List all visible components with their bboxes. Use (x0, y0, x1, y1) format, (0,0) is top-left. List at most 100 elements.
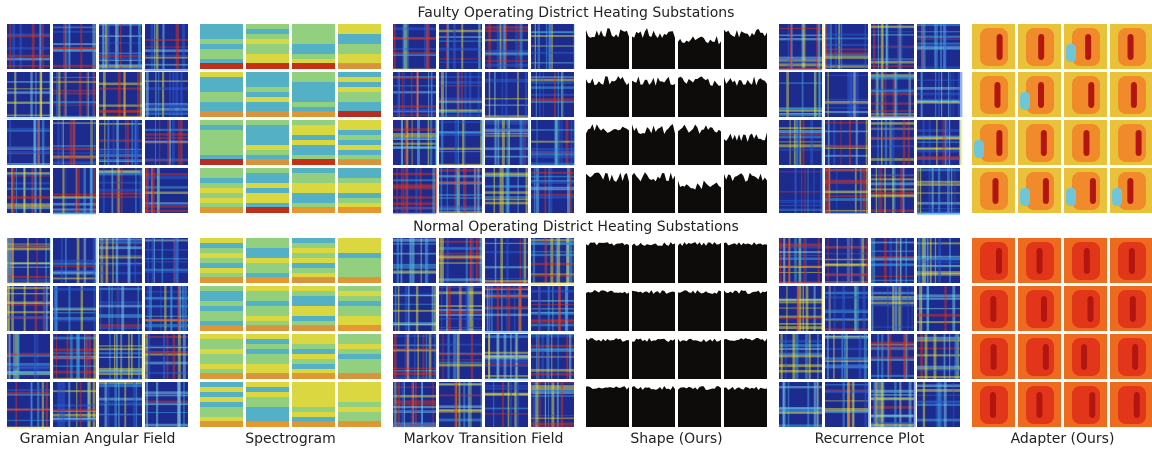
thumb-line (455, 120, 457, 165)
thumb-line (393, 213, 436, 215)
thumb-line (53, 211, 96, 212)
thumb-band (200, 44, 243, 49)
thumb-line (842, 286, 845, 331)
thumb-band (246, 72, 289, 77)
thumb-line (65, 24, 67, 69)
thumb-band (292, 286, 335, 291)
thumbnail (531, 24, 574, 69)
thumb-line (99, 288, 142, 290)
thumb-line (825, 131, 868, 133)
thumb-line (393, 143, 436, 145)
thumb-line (7, 151, 50, 154)
thumb-line (99, 104, 142, 106)
thumb-band (200, 72, 243, 77)
thumb-line (536, 72, 537, 117)
thumb-band (338, 412, 381, 417)
thumb-bg (393, 120, 436, 165)
thumb-line (485, 335, 528, 338)
thumb-band (338, 111, 381, 117)
thumb-line (99, 327, 142, 329)
thumb-line (485, 287, 528, 289)
thumb-line (917, 321, 960, 323)
column-label: Spectrogram (245, 431, 335, 447)
thumbnail (871, 238, 914, 283)
shape-silhouette (678, 242, 721, 283)
thumb-line (875, 382, 877, 427)
thumb-line (796, 120, 798, 165)
thumb-line (425, 238, 426, 283)
thumbnail (779, 286, 823, 331)
thumb-line (854, 286, 856, 331)
thumb-line (917, 93, 960, 96)
thumb-blob (992, 178, 998, 204)
thumb-band (246, 339, 289, 344)
thumb-line (531, 274, 574, 276)
thumb-line (70, 120, 73, 165)
thumb-line (445, 72, 446, 117)
thumb-line (107, 24, 109, 69)
thumb-line (948, 72, 949, 117)
thumb-line (145, 319, 188, 321)
thumb-line (34, 120, 37, 165)
thumb-band (246, 301, 289, 306)
thumb-line (779, 149, 822, 151)
thumbnail (246, 24, 289, 69)
thumbnail (724, 173, 767, 213)
thumb-line (779, 57, 822, 59)
thumb-line (439, 122, 482, 124)
thumb-line (531, 82, 574, 84)
thumb-line (531, 76, 574, 78)
thumb-line (53, 352, 96, 353)
thumb-band (246, 397, 289, 402)
thumb-line (393, 424, 436, 427)
thumb-line (7, 303, 50, 304)
thumb-line (7, 163, 50, 165)
thumb-line (162, 238, 164, 283)
thumbnail (200, 120, 243, 165)
thumb-line (121, 286, 124, 331)
thumb-line (77, 334, 80, 379)
thumb-band (292, 92, 335, 97)
thumbnail (779, 382, 822, 427)
thumb-band (246, 392, 289, 397)
thumb-band (338, 296, 381, 301)
thumb-band (246, 82, 289, 87)
thumb-line (99, 368, 142, 371)
thumb-line (825, 191, 868, 194)
thumb-line (393, 77, 436, 79)
thumbnail (632, 338, 675, 379)
thumb-line (419, 168, 421, 213)
thumb-blob (1066, 188, 1076, 206)
thumb-line (83, 168, 86, 213)
thumb-line (827, 24, 828, 69)
thumb-band (292, 39, 335, 44)
thumb-line (439, 36, 482, 38)
thumb-line (401, 120, 403, 165)
shape-silhouette (586, 242, 629, 283)
thumb-line (99, 110, 142, 112)
thumb-blob (1038, 82, 1044, 108)
thumbnail (292, 168, 335, 213)
thumb-line (908, 72, 911, 117)
thumb-line (8, 286, 9, 331)
thumbnail (1018, 382, 1061, 427)
thumb-band (200, 238, 243, 243)
thumbnail (485, 120, 530, 165)
thumb-line (790, 24, 792, 69)
thumb-line (531, 154, 574, 156)
thumbnail (145, 120, 188, 165)
shape-silhouette (678, 76, 721, 117)
thumb-line (825, 328, 868, 330)
thumb-band (246, 63, 289, 69)
thumbnail (1064, 238, 1107, 283)
thumbnail (632, 172, 675, 213)
thumb-band (338, 150, 381, 155)
thumb-band (200, 407, 243, 412)
thumb-line (475, 168, 477, 213)
thumb-line (779, 245, 822, 246)
thumb-line (818, 238, 820, 283)
thumb-band (200, 130, 243, 135)
thumb-line (172, 72, 174, 117)
thumb-line (53, 348, 96, 351)
thumbnail (531, 72, 574, 117)
